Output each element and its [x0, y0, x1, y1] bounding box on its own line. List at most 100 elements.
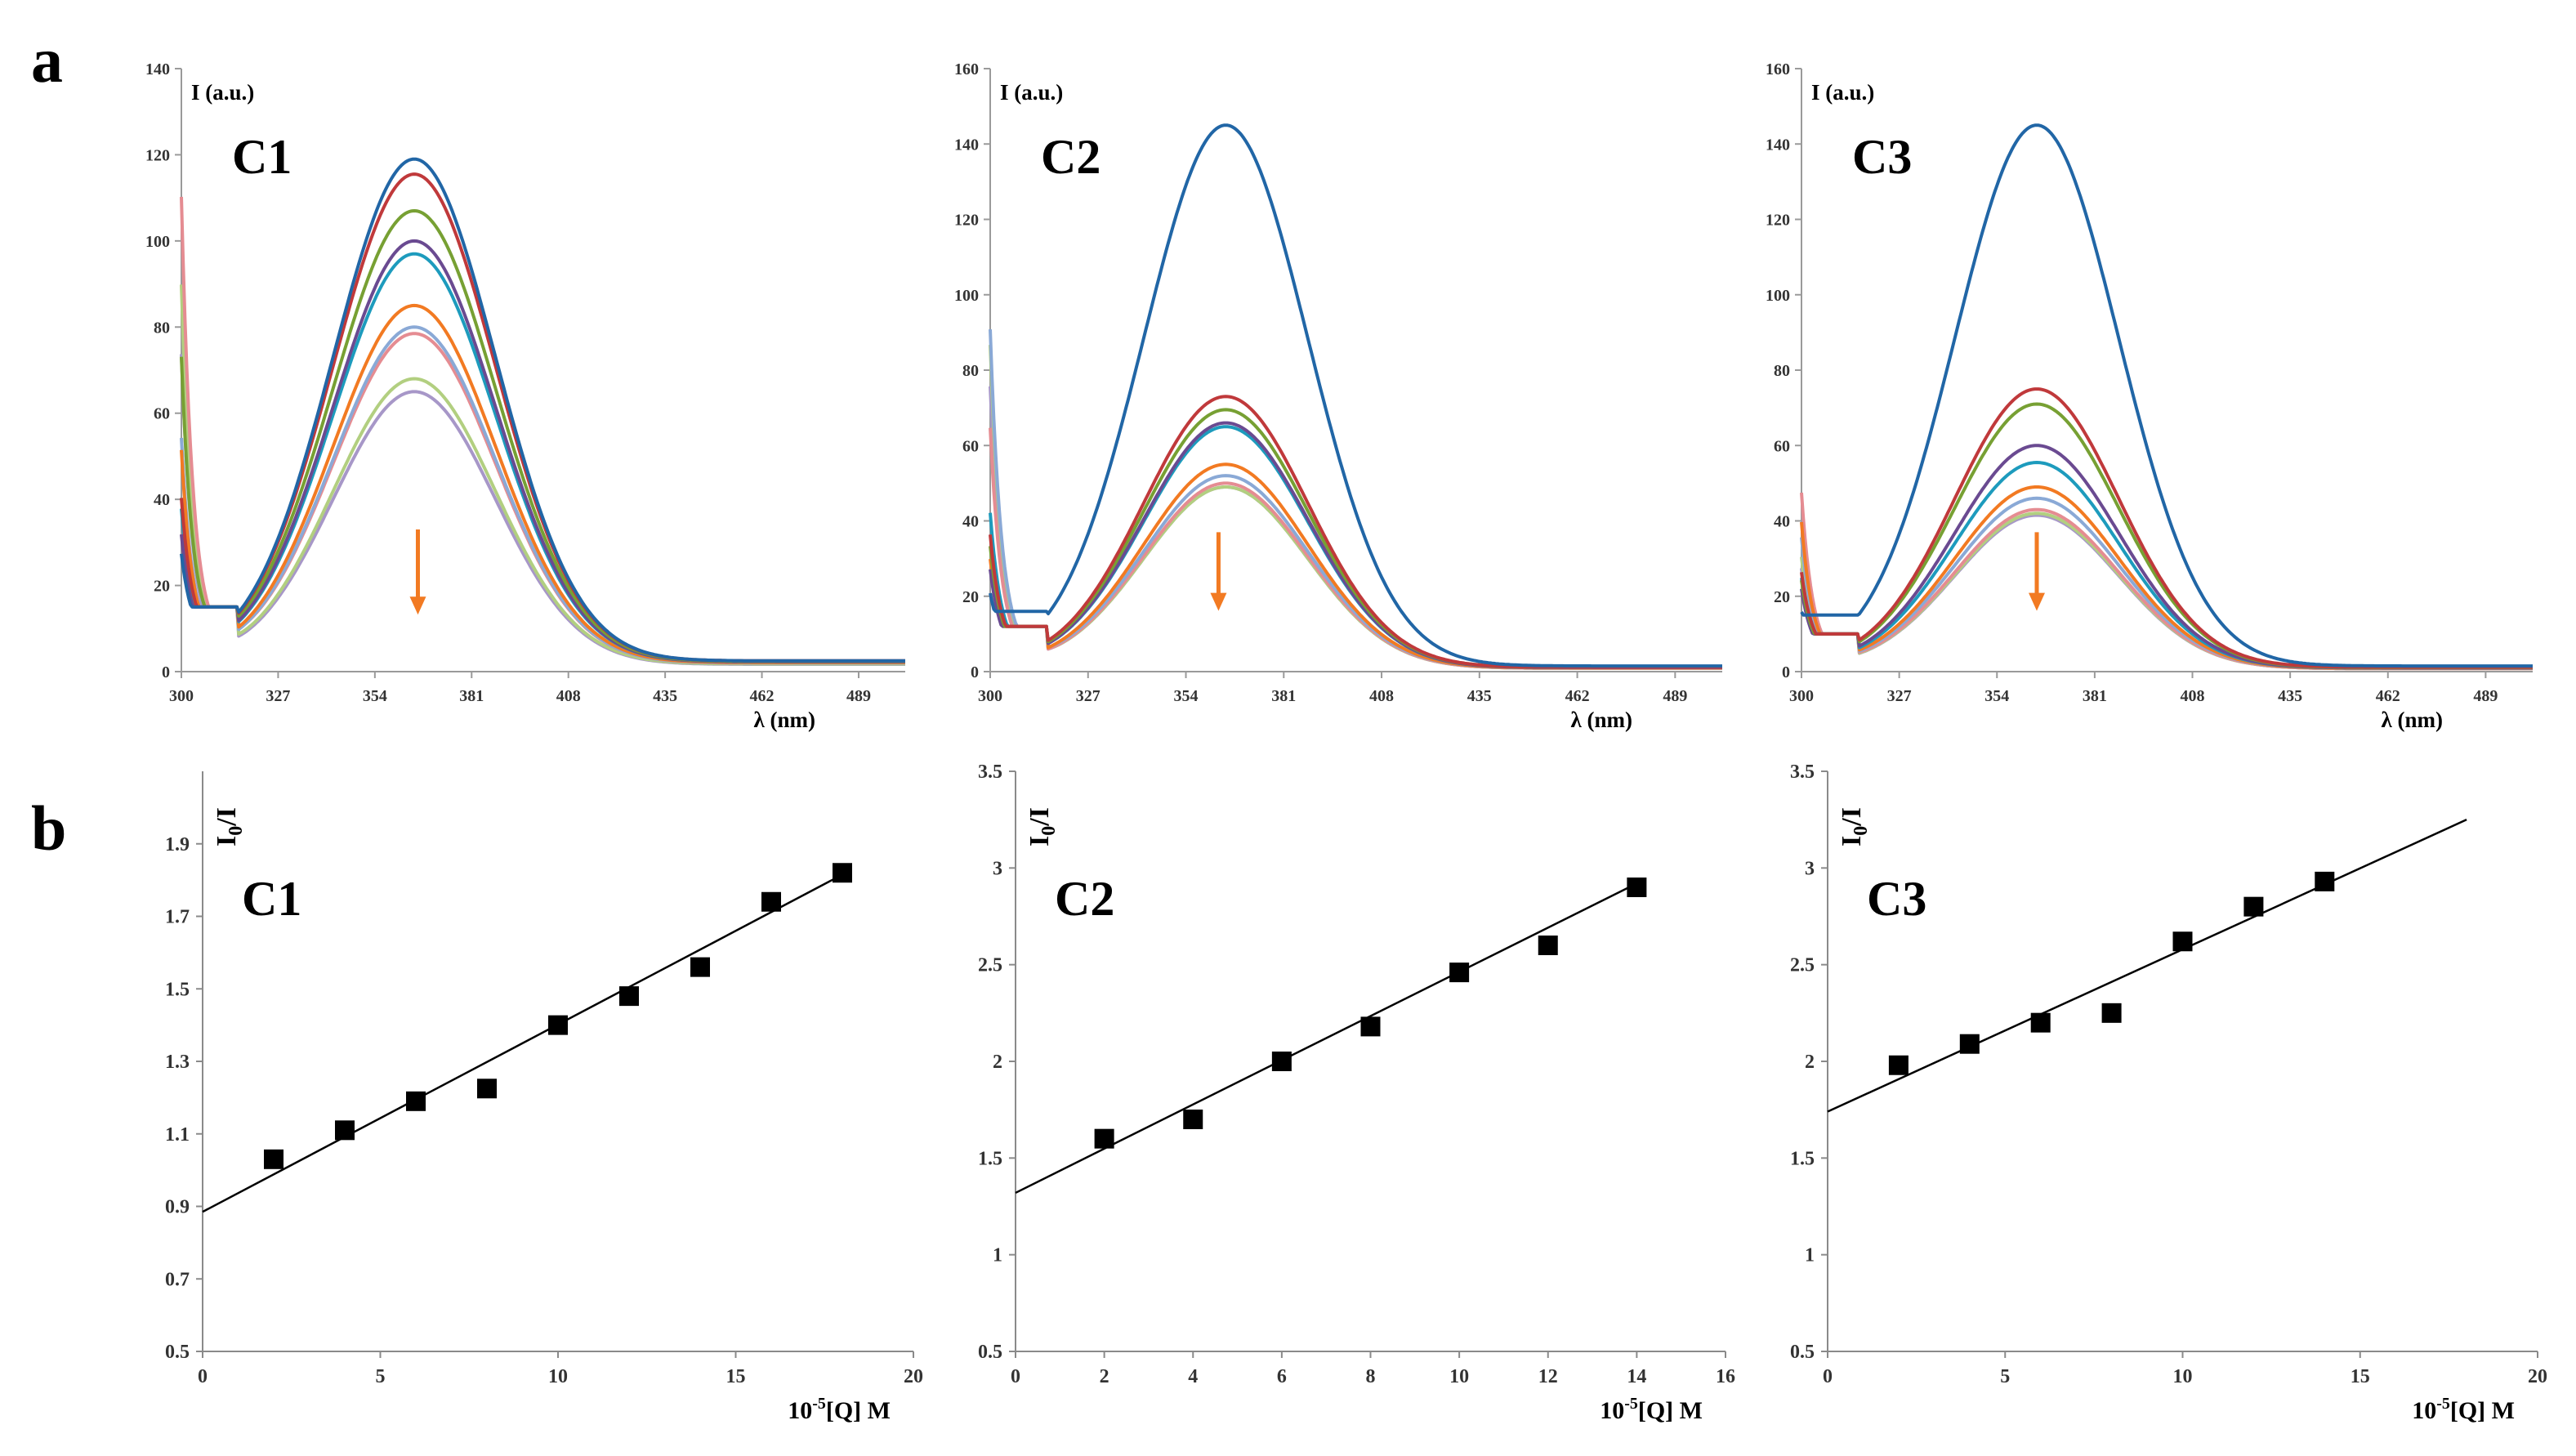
fit-line	[1015, 882, 1637, 1195]
series-line-2	[989, 395, 1722, 669]
y-tick-label: 2	[1805, 1052, 1815, 1073]
x-tick-label: 15	[2351, 1366, 2370, 1387]
y-tick-label: 20	[962, 588, 979, 606]
y-tick-label: 60	[962, 437, 979, 455]
y-tick-label: 3	[993, 858, 1002, 879]
series-line-5	[180, 252, 905, 663]
x-tick-label: 408	[1369, 687, 1394, 705]
y-tick-label: 1.9	[165, 834, 190, 855]
x-label-sup: -5	[812, 1395, 826, 1413]
data-point	[833, 863, 852, 883]
series-line-4	[180, 239, 905, 663]
y-tick-label: 60	[1774, 437, 1790, 455]
x-tick-label: 462	[2376, 687, 2400, 705]
series-line-4	[989, 421, 1722, 669]
series-line-8	[989, 427, 1722, 670]
x-tick-label: 10	[2173, 1366, 2193, 1387]
y-axis-label-text: I0/I	[1837, 807, 1872, 846]
x-tick-label: 300	[978, 687, 1002, 705]
x-tick-label: 0	[1011, 1366, 1020, 1387]
y-tick-label: 2	[993, 1052, 1002, 1073]
series-line-6	[180, 303, 905, 664]
y-tick-label: 0	[162, 663, 170, 681]
series-line-4	[1800, 444, 2533, 670]
x-tick-label: 327	[266, 687, 290, 705]
x-tick-label: 435	[653, 687, 677, 705]
x-tick-label: 408	[2181, 687, 2205, 705]
y-tick-label: 20	[1774, 588, 1790, 606]
data-point	[1360, 1016, 1381, 1037]
x-tick-label: 4	[1188, 1366, 1198, 1387]
y-label-tail: /I	[1837, 807, 1867, 827]
y-tick-label: 160	[954, 60, 979, 78]
series-line-7	[180, 325, 905, 665]
x-tick-label: 489	[846, 687, 871, 705]
x-axis-label: 10-5[Q] M	[2412, 1395, 2515, 1424]
y-axis-label: I0/I	[1837, 807, 1872, 846]
x-tick-label: 354	[363, 687, 387, 705]
y-tick-label: 0	[971, 663, 979, 681]
x-tick-label: 2	[1100, 1366, 1109, 1387]
compound-label: C1	[242, 872, 301, 926]
series-line-3	[180, 209, 905, 663]
stern-volmer-chart-c2: 0.511.522.533.50 2 4 6 8 10 12 14 16I0/I10-5[Q] …	[978, 761, 1735, 1424]
y-tick-label: 100	[1766, 287, 1790, 305]
y-tick-label: 160	[1766, 60, 1790, 78]
y-tick-label: 140	[145, 60, 170, 78]
x-tick-label: 12	[1538, 1366, 1558, 1387]
y-label-main: I	[212, 836, 242, 846]
y-tick-label: 0.5	[165, 1342, 190, 1363]
x-tick-label: 381	[459, 687, 484, 705]
x-tick-label: 381	[2083, 687, 2107, 705]
y-axis-label: I0/I	[1025, 807, 1060, 846]
x-tick-label: 462	[1565, 687, 1590, 705]
x-label-tail: [Q] M	[1638, 1397, 1703, 1424]
y-tick-label: 80	[154, 319, 170, 337]
data-point	[2243, 896, 2264, 917]
data-point	[1094, 1128, 1114, 1149]
y-axis-label: I0/I	[212, 807, 247, 846]
x-tick-label: 354	[1174, 687, 1199, 705]
x-tick-label: 15	[726, 1366, 746, 1387]
y-tick-label: 60	[154, 405, 170, 423]
series-line-5	[1800, 461, 2533, 670]
y-tick-label: 1.1	[165, 1124, 190, 1146]
data-point	[2101, 1003, 2122, 1023]
x-tick-label: 300	[169, 687, 194, 705]
series-line-5	[989, 425, 1722, 669]
x-tick-label: 489	[2473, 687, 2498, 705]
quench-arrow-head	[409, 596, 426, 615]
y-tick-label: 40	[962, 513, 979, 531]
x-label-prefix: 10	[2412, 1397, 2436, 1424]
series-line-10	[989, 386, 1722, 670]
series-line-1	[989, 123, 1722, 668]
x-tick-label: 16	[1716, 1366, 1735, 1387]
compound-label: C3	[1867, 872, 1926, 926]
x-tick-label: 435	[1467, 687, 1492, 705]
compound-label: C2	[1055, 872, 1114, 926]
x-axis-label: λ (nm)	[2381, 708, 2443, 732]
data-point	[1538, 936, 1558, 955]
y-tick-label: 120	[954, 212, 979, 230]
y-tick-label: 100	[145, 233, 170, 251]
y-tick-label: 1.5	[978, 1148, 1002, 1169]
y-axis-label-text: I0/I	[1025, 807, 1060, 846]
compound-label: C2	[1041, 130, 1100, 184]
x-tick-label: 20	[2528, 1366, 2547, 1387]
series-line-8	[180, 196, 905, 665]
y-tick-label: 1.7	[165, 907, 190, 928]
x-label-tail: [Q] M	[2450, 1397, 2515, 1424]
x-tick-label: 435	[2278, 687, 2302, 705]
x-tick-label: 5	[376, 1366, 386, 1387]
data-point	[406, 1091, 426, 1111]
y-tick-label: 0.5	[1790, 1342, 1815, 1363]
y-tick-label: 80	[962, 362, 979, 380]
x-tick-label: 327	[1076, 687, 1100, 705]
x-tick-label: 381	[1271, 687, 1296, 705]
y-tick-label: 40	[154, 491, 170, 509]
y-axis-label: I (a.u.)	[1811, 80, 1874, 105]
panel-label-a: a	[31, 25, 63, 96]
data-point	[2030, 1012, 2051, 1033]
y-tick-label: 2.5	[978, 955, 1002, 976]
series-line-9	[180, 284, 905, 666]
